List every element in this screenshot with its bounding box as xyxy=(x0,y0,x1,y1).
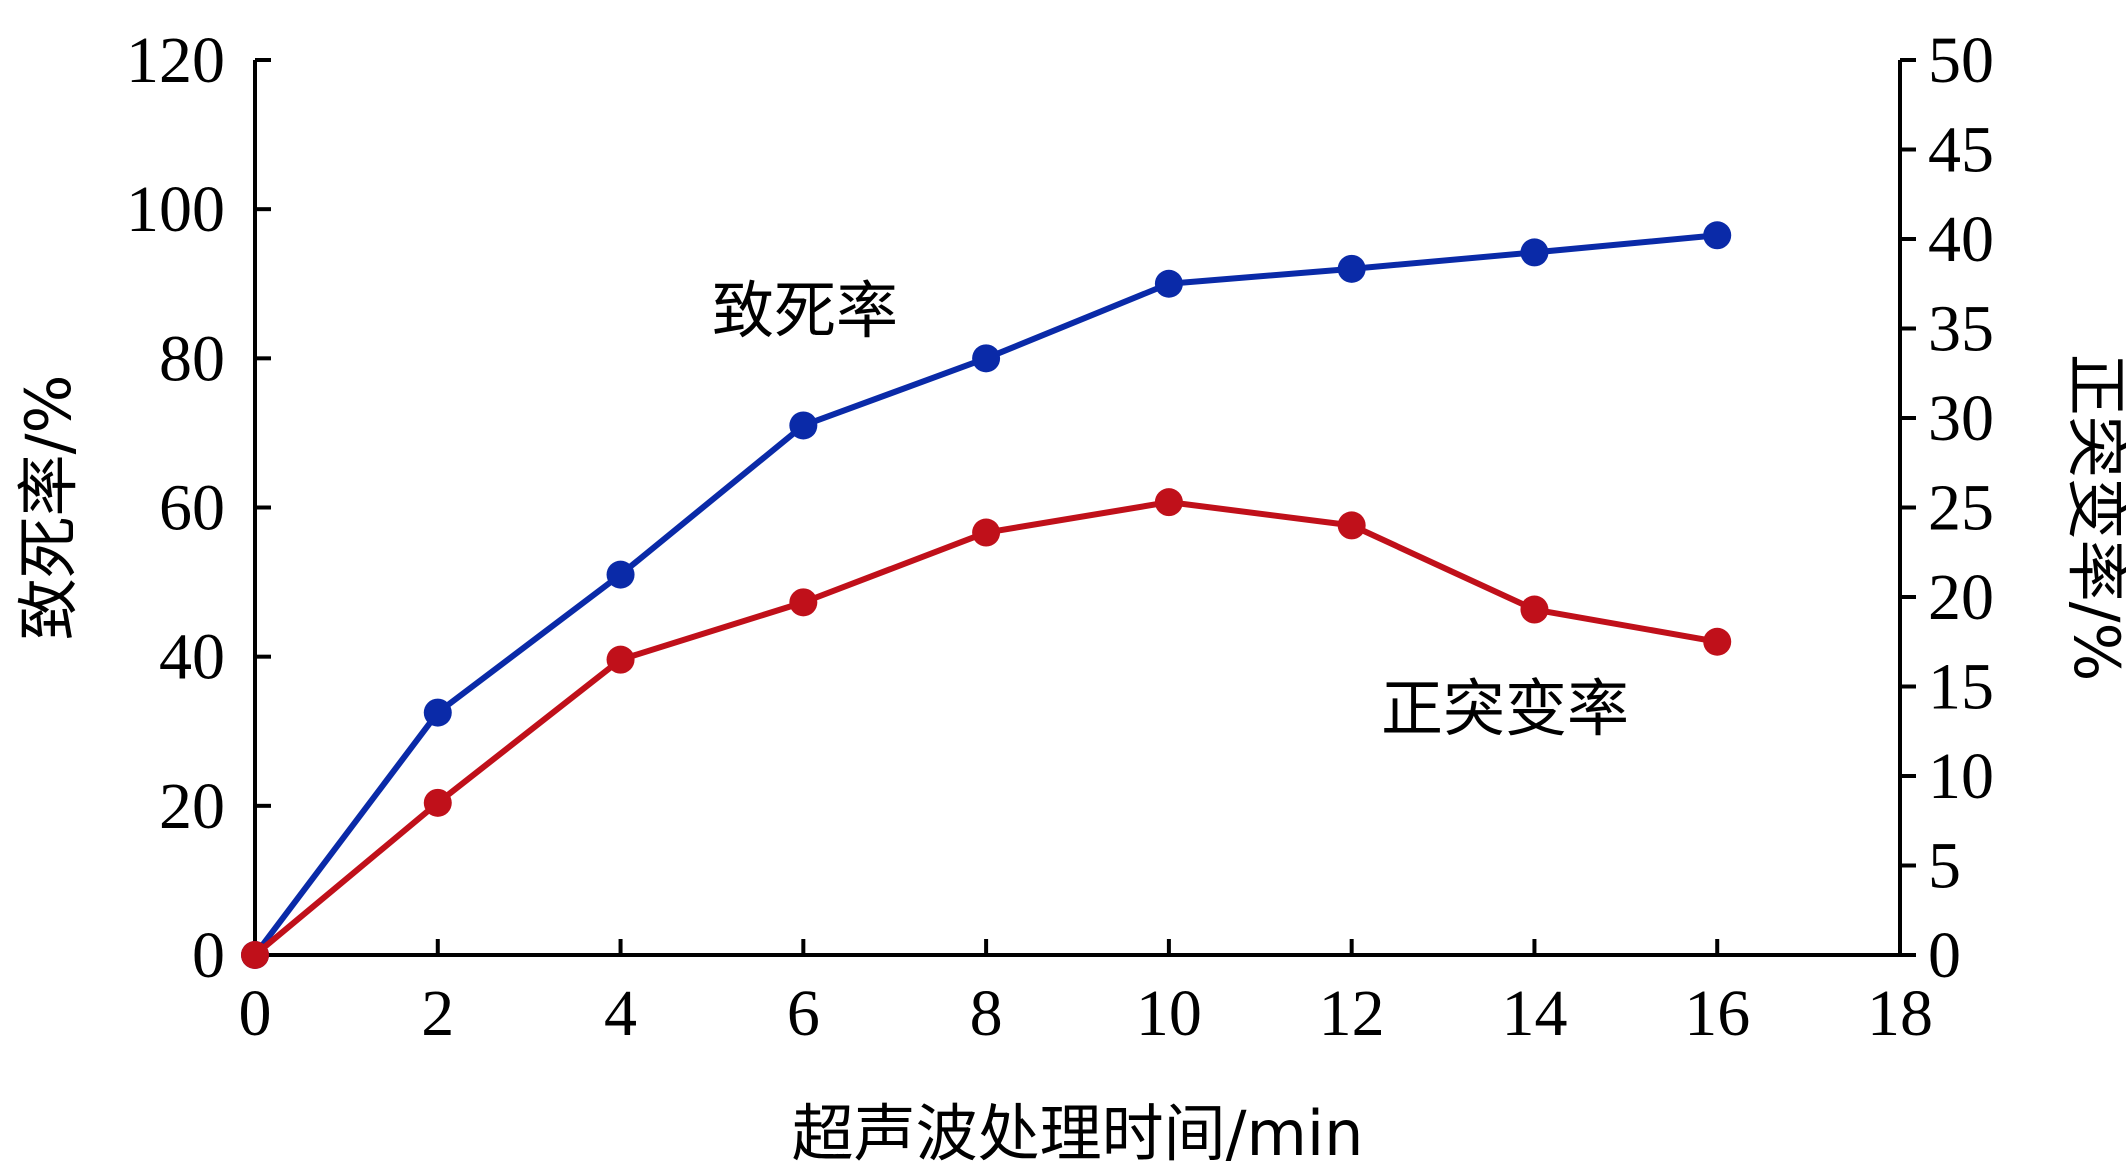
series-label-lethality: 致死率 xyxy=(712,274,898,347)
x-tick-label: 4 xyxy=(604,977,637,1050)
data-point-0 xyxy=(423,698,452,727)
data-point-1 xyxy=(1703,627,1732,656)
x-tick-label: 16 xyxy=(1684,977,1750,1050)
data-point-1 xyxy=(606,645,635,674)
labels: 超声波处理时间/min 致死率/% 正突变率/% 致死率 正突变率 xyxy=(12,274,2126,1170)
left-y-tick-label: 120 xyxy=(126,24,225,97)
left-y-axis-title: 致死率/% xyxy=(12,375,85,641)
left-y-tick-label: 0 xyxy=(192,919,225,992)
x-tick-label: 18 xyxy=(1867,977,1933,1050)
right-y-tick-label: 40 xyxy=(1928,203,1994,276)
x-tick-label: 6 xyxy=(787,977,820,1050)
x-tick-label: 2 xyxy=(421,977,454,1050)
data-point-1 xyxy=(789,588,818,617)
right-y-tick-label: 25 xyxy=(1928,472,1994,545)
x-tick-label: 12 xyxy=(1319,977,1385,1050)
data-point-1 xyxy=(1520,595,1549,624)
data-point-0 xyxy=(972,344,1001,373)
data-point-1 xyxy=(423,788,452,817)
left-y-tick-label: 20 xyxy=(159,770,225,843)
right-y-axis-title: 正突变率/% xyxy=(2060,354,2126,682)
left-y-tick-label: 80 xyxy=(159,322,225,395)
data-point-0 xyxy=(1337,254,1366,283)
right-y-tick-label: 15 xyxy=(1928,651,1994,724)
data-point-0 xyxy=(789,411,818,440)
right-y-tick-label: 20 xyxy=(1928,561,1994,634)
x-tick-label: 8 xyxy=(970,977,1003,1050)
data-point-0 xyxy=(606,560,635,589)
left-y-tick-label: 100 xyxy=(126,173,225,246)
data-point-0 xyxy=(1703,221,1732,250)
data-point-1 xyxy=(1337,511,1366,540)
right-y-tick-label: 45 xyxy=(1928,114,1994,187)
x-tick-label: 10 xyxy=(1136,977,1202,1050)
right-y-tick-label: 35 xyxy=(1928,293,1994,366)
right-y-tick-label: 10 xyxy=(1928,740,1994,813)
series-layer xyxy=(241,221,1732,969)
data-point-0 xyxy=(1520,238,1549,267)
left-y-tick-label: 40 xyxy=(159,621,225,694)
data-point-1 xyxy=(241,941,269,969)
right-y-tick-label: 50 xyxy=(1928,24,1994,97)
right-y-tick-label: 0 xyxy=(1928,919,1961,992)
data-point-0 xyxy=(1154,269,1183,298)
x-tick-label: 14 xyxy=(1501,977,1567,1050)
series-label-mutation: 正突变率 xyxy=(1381,672,1629,745)
right-y-tick-label: 30 xyxy=(1928,382,1994,455)
axes: 0 2 4 6 8 10 12 14 16 180204060801001200510152025… xyxy=(126,24,1994,1050)
data-point-1 xyxy=(1154,488,1183,517)
x-tick-label: 0 xyxy=(239,977,272,1050)
right-y-tick-label: 5 xyxy=(1928,830,1961,903)
left-y-tick-label: 60 xyxy=(159,472,225,545)
x-axis-title: 超声波处理时间/min xyxy=(792,1097,1364,1170)
data-point-1 xyxy=(972,518,1001,547)
